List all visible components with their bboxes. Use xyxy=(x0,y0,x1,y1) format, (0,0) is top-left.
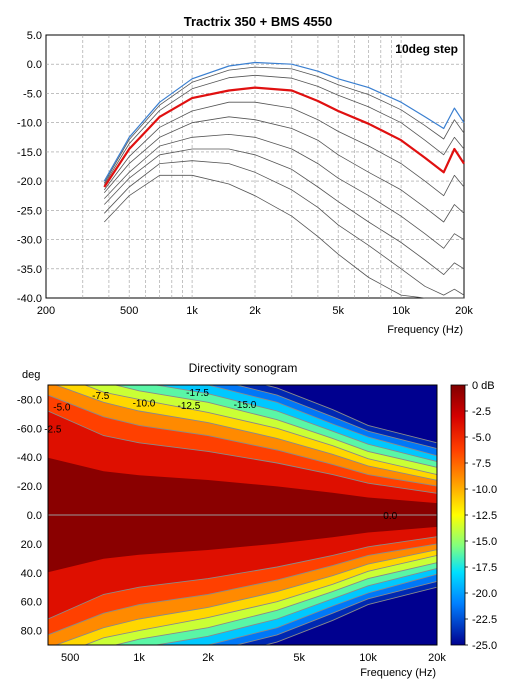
x-tick-label: 2k xyxy=(249,305,261,317)
series-line xyxy=(103,66,465,184)
y-tick-label: -40.0 xyxy=(17,293,42,305)
contour-label: -2.5 xyxy=(44,424,62,435)
contour-line xyxy=(83,385,437,476)
series-line xyxy=(104,160,465,296)
directivity-sonogram: Directivity sonogram deg -2.5 -5.0 -7.5 -10… xyxy=(17,361,497,679)
y-tick-label: -80.0 xyxy=(17,394,42,406)
contour-line xyxy=(153,567,437,645)
sonogram-title: Directivity sonogram xyxy=(189,361,298,375)
y-tick-label: -20.0 xyxy=(17,481,42,493)
contour-label: -5.0 xyxy=(53,403,71,414)
series-line xyxy=(103,74,465,185)
colorbar-label: -2.5 xyxy=(472,406,491,418)
colorbar-label: 0 dB xyxy=(472,380,495,392)
y-tick-label: 20.0 xyxy=(21,539,42,551)
contour-lines xyxy=(48,385,437,645)
colorbar-label: -22.5 xyxy=(472,614,497,626)
colorbar-label: -15.0 xyxy=(472,536,497,548)
y-tick-label: 80.0 xyxy=(21,626,42,638)
contour-label: -7.5 xyxy=(92,391,110,402)
colorbar-labels: 0 dB -2.5 -5.0 -7.5 -10.0 -12.5 -15.0 -17.5 -20.… xyxy=(465,380,497,652)
y-tick-label: -15.0 xyxy=(17,147,42,159)
series-line xyxy=(104,174,464,299)
x-tick-label: 5k xyxy=(332,305,344,317)
contour-line xyxy=(113,385,437,468)
series-line xyxy=(104,148,465,276)
contour-label: -15.0 xyxy=(234,400,257,411)
y-tick-label: -30.0 xyxy=(17,235,42,247)
frequency-response-chart: Tractrix 350 + BMS 4550 10deg step 5.0 0.… xyxy=(17,14,473,336)
colorbar-label: -20.0 xyxy=(472,588,497,600)
series-line xyxy=(103,116,465,223)
contour-line xyxy=(205,385,437,457)
contour-label: -17.5 xyxy=(186,388,209,399)
x-tick-label: 10k xyxy=(359,652,377,664)
y-tick-label: 40.0 xyxy=(21,568,42,580)
contour-line xyxy=(54,385,437,481)
x-tick-label: 5k xyxy=(293,652,305,664)
contour-line xyxy=(48,543,437,636)
contour-line xyxy=(153,385,437,463)
y-tick-label: -5.0 xyxy=(23,88,42,100)
contour-label: -12.5 xyxy=(178,401,201,412)
contour-line xyxy=(54,549,437,645)
series-line xyxy=(104,133,465,249)
contour-line xyxy=(83,554,437,645)
x-tick-label: 500 xyxy=(61,652,79,664)
x-tick-labels: 200 500 1k 2k 5k 10k 20k xyxy=(37,305,474,317)
sonogram-x-ticks: 500 1k 2k 5k 10k 20k xyxy=(61,652,446,664)
contour-line xyxy=(48,394,437,487)
series-line-top xyxy=(103,61,465,182)
series-lines xyxy=(103,61,465,299)
contour-line xyxy=(205,573,437,645)
contour-label: 0.0 xyxy=(383,511,397,522)
y-axis-label: deg xyxy=(22,369,40,381)
y-tick-label: 0.0 xyxy=(27,59,42,71)
series-line-highlight xyxy=(103,86,465,188)
contour-line xyxy=(113,562,437,645)
y-tick-label: 60.0 xyxy=(21,597,42,609)
sonogram-y-ticks: -80.0 -60.0 -40.0 -20.0 0.0 20.0 40.0 60.0 80.0 xyxy=(17,394,42,637)
sonogram-frame xyxy=(47,384,438,646)
x-tick-label: 200 xyxy=(37,305,55,317)
y-tick-label: -40.0 xyxy=(17,452,42,464)
colorbar-label: -17.5 xyxy=(472,562,497,574)
contour-line xyxy=(234,580,437,645)
contour-line xyxy=(263,586,437,645)
colorbar xyxy=(450,384,466,646)
colorbar-label: -25.0 xyxy=(472,640,497,652)
colorbar-label: -12.5 xyxy=(472,510,497,522)
x-tick-label: 1k xyxy=(133,652,145,664)
step-annotation: 10deg step xyxy=(395,42,458,56)
y-tick-label: 5.0 xyxy=(27,30,42,42)
x-tick-label: 20k xyxy=(428,652,446,664)
x-tick-label: 2k xyxy=(202,652,214,664)
grid xyxy=(46,35,464,298)
y-tick-label: -60.0 xyxy=(17,423,42,435)
contour-line xyxy=(234,385,437,450)
contour-label: -10.0 xyxy=(133,398,156,409)
colorbar-label: -10.0 xyxy=(472,484,497,496)
x-axis-label: Frequency (Hz) xyxy=(387,324,463,336)
contour-line xyxy=(263,385,437,444)
x-tick-label: 20k xyxy=(455,305,473,317)
contour-line xyxy=(48,536,437,620)
y-tick-label: -25.0 xyxy=(17,205,42,217)
contour-line xyxy=(48,410,437,494)
x-tick-label: 10k xyxy=(392,305,410,317)
chart-title: Tractrix 350 + BMS 4550 xyxy=(184,14,333,29)
contour-labels: -2.5 -5.0 -7.5 -10.0 -12.5 -17.5 -15.0 0.0 xyxy=(44,388,397,522)
colorbar-label: -7.5 xyxy=(472,458,491,470)
y-tick-label: 0.0 xyxy=(27,510,42,522)
x-tick-label: 500 xyxy=(120,305,138,317)
y-tick-label: -10.0 xyxy=(17,118,42,130)
y-tick-labels: 5.0 0.0 -5.0 -10.0 -15.0 -20.0 -25.0 -30.0 -35.0… xyxy=(17,30,42,305)
x-tick-label: 1k xyxy=(186,305,198,317)
y-tick-label: -20.0 xyxy=(17,176,42,188)
sonogram-x-axis-label: Frequency (Hz) xyxy=(360,667,436,679)
series-line xyxy=(103,101,465,197)
y-tick-label: -35.0 xyxy=(17,264,42,276)
colorbar-label: -5.0 xyxy=(472,432,491,444)
